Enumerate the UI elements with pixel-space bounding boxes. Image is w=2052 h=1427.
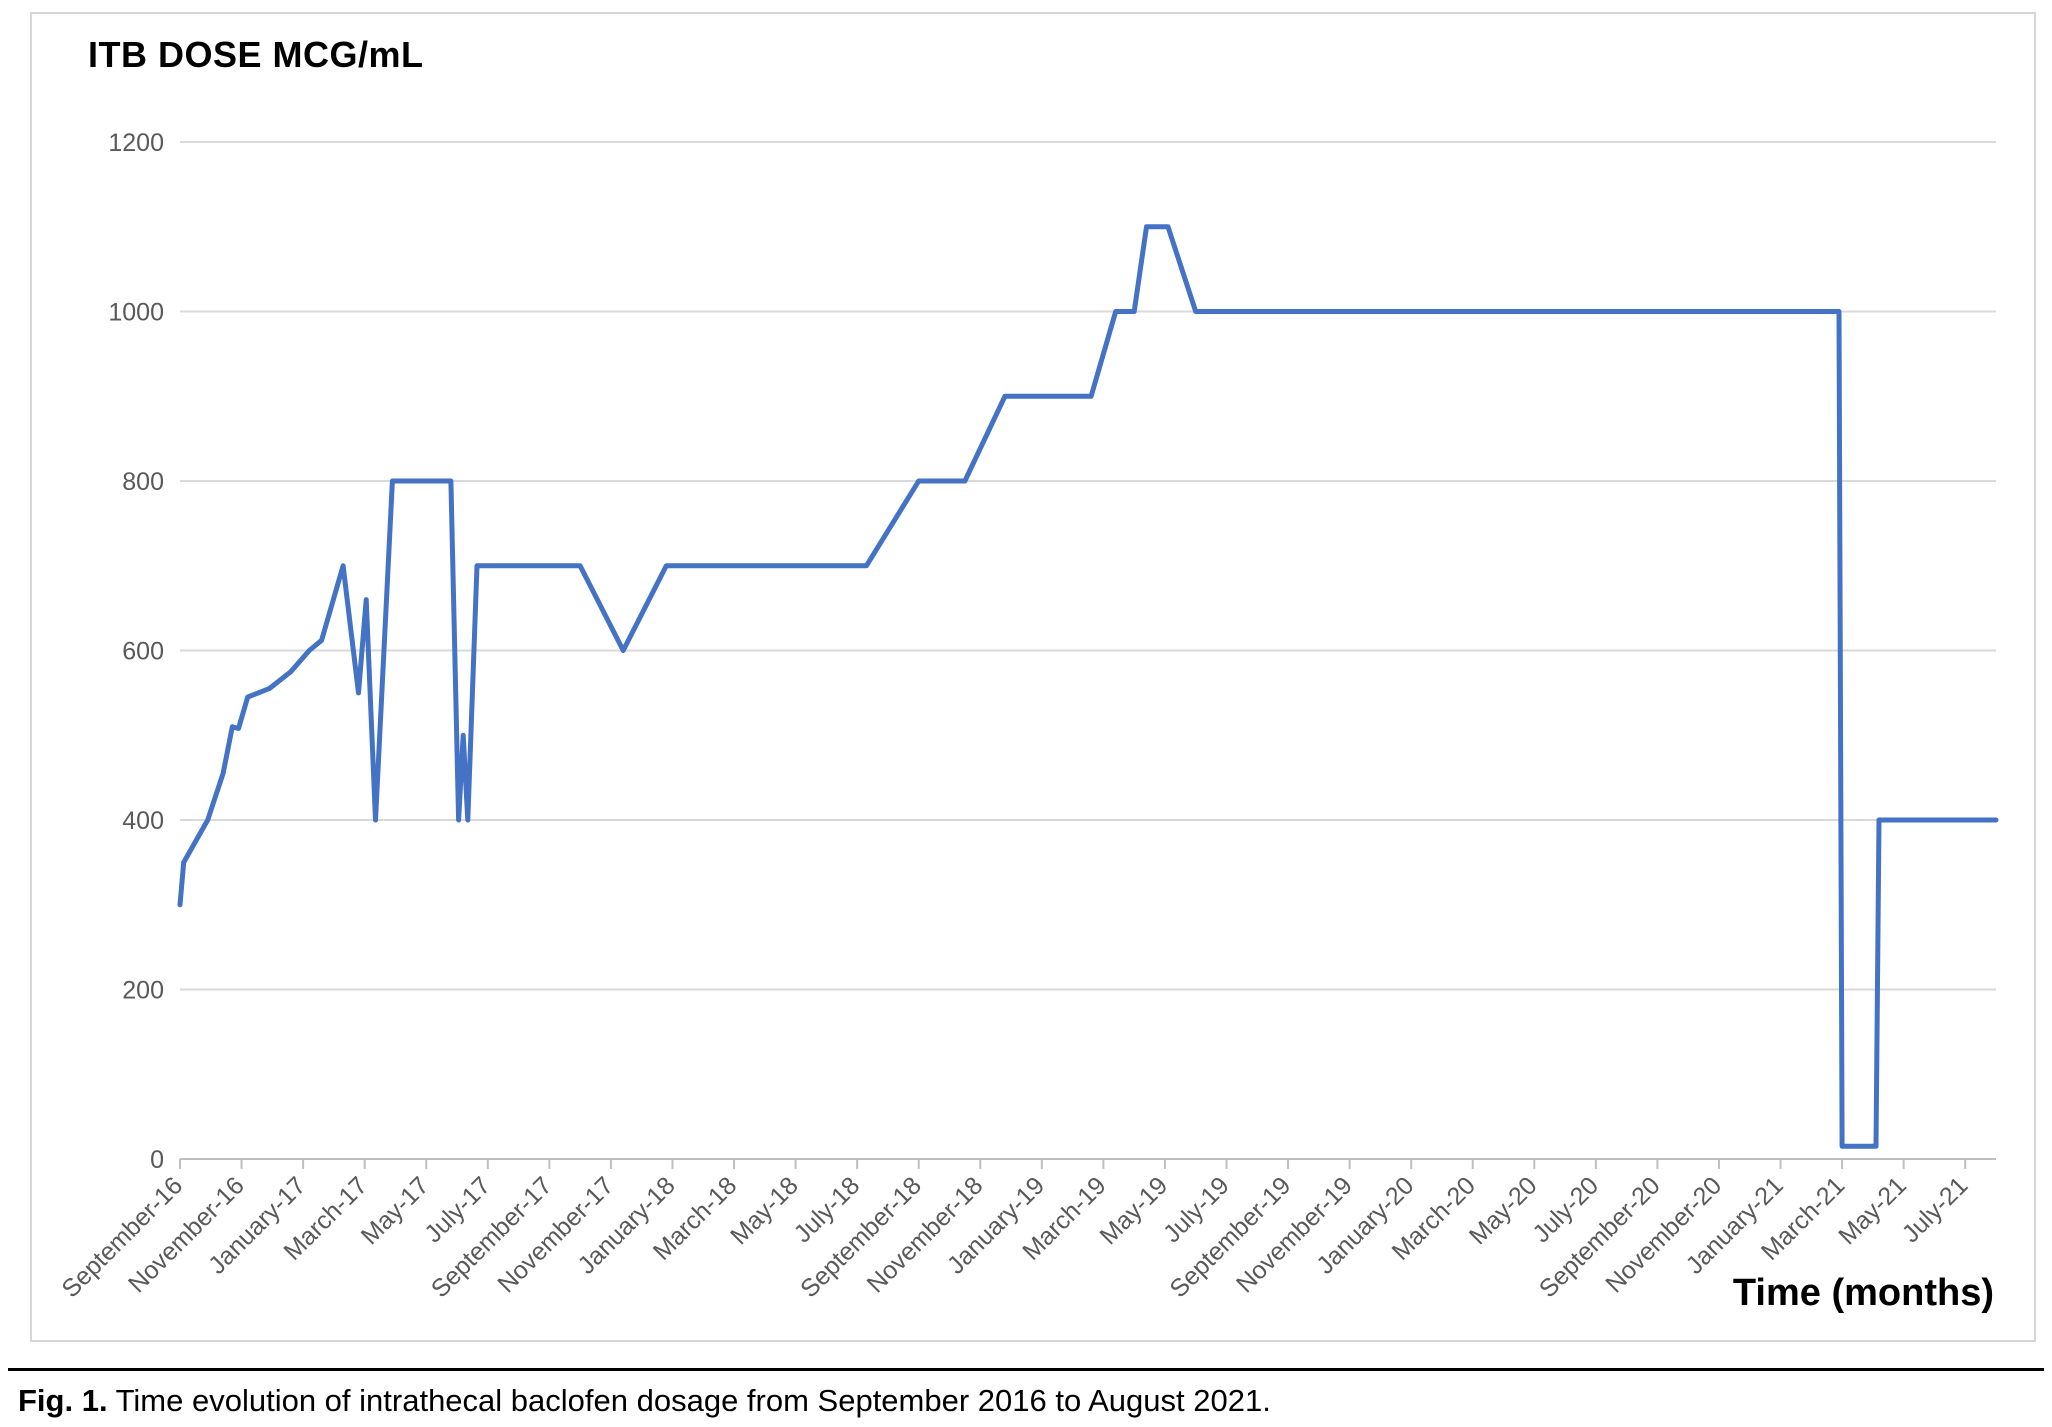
y-tick-label: 600 bbox=[122, 638, 164, 666]
x-tick-label: May-19 bbox=[1094, 1171, 1173, 1250]
x-tick-label: May-18 bbox=[725, 1171, 804, 1250]
dose-line-series bbox=[177, 224, 1999, 1149]
y-tick-label: 1000 bbox=[108, 299, 164, 327]
x-tick-label: July-21 bbox=[1897, 1171, 1974, 1248]
y-tick-label: 1200 bbox=[108, 129, 164, 157]
y-tick-label: 800 bbox=[122, 468, 164, 496]
figure-caption: Fig. 1. Time evolution of intrathecal ba… bbox=[18, 1383, 1271, 1419]
figure-caption-text: Time evolution of intrathecal baclofen d… bbox=[107, 1383, 1271, 1418]
figure-number: Fig. 1. bbox=[18, 1383, 108, 1418]
x-tick-label: May-20 bbox=[1464, 1171, 1543, 1250]
y-tick-label: 400 bbox=[122, 807, 164, 835]
x-tick-label: May-17 bbox=[356, 1171, 435, 1250]
dose-line-chart: 020040060080010001200September-16Novembe… bbox=[56, 129, 1999, 1303]
y-tick-label: 0 bbox=[150, 1146, 164, 1174]
x-tick-label: May-21 bbox=[1833, 1171, 1912, 1250]
chart-title: ITB DOSE MCG/mL bbox=[88, 34, 424, 75]
y-tick-label: 200 bbox=[122, 977, 164, 1005]
caption-divider bbox=[8, 1368, 2044, 1371]
x-axis-title: Time (months) bbox=[1732, 1272, 1994, 1314]
chart-panel: 0 200 400 600 800 1000 1200 September-16 Novembe… bbox=[30, 12, 2036, 1342]
